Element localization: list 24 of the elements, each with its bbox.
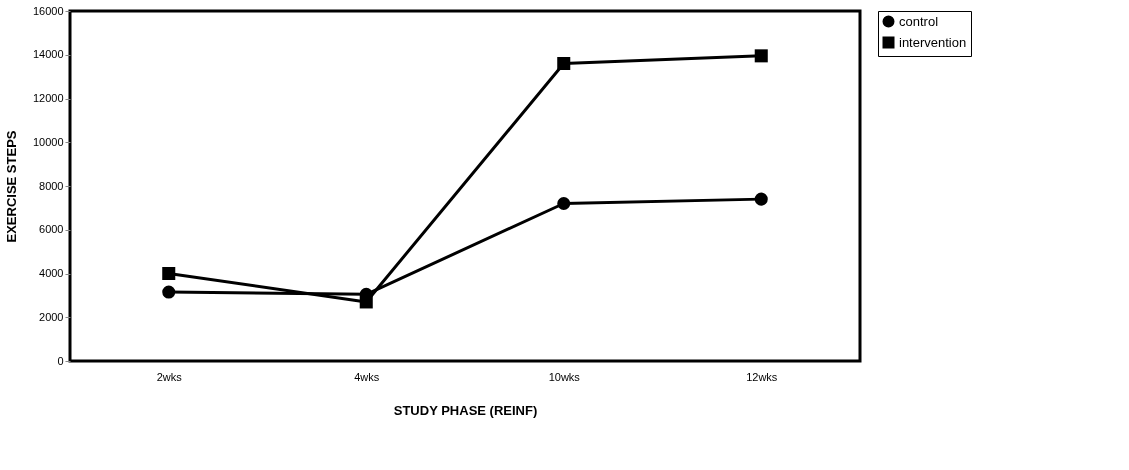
point (162, 266, 176, 281)
y-axis-title: EXERCISE STEPS (3, 130, 19, 243)
point (162, 285, 176, 299)
x-tick-label: 10wks (548, 370, 581, 383)
y-tick-label: 6000 (39, 223, 64, 236)
y-tick-label: 10000 (32, 135, 64, 148)
y-tick-label: 4000 (39, 267, 64, 279)
point (557, 56, 571, 71)
y-tick-label: 12000 (32, 92, 64, 104)
x-axis-title: STUDY PHASE (REINF) (393, 402, 538, 418)
legend-label: intervention (899, 34, 967, 50)
y-tick-label: 0 (57, 354, 64, 367)
y-tick-label: 14000 (32, 48, 64, 61)
x-tick-label: 2wks (156, 370, 183, 383)
y-tick-label: 16000 (32, 4, 64, 17)
y-tick-label: 2000 (39, 310, 64, 323)
point (754, 49, 768, 63)
point (754, 192, 768, 206)
y-tick-label: 8000 (39, 179, 64, 192)
x-tick-label: 12wks (746, 370, 778, 383)
point (557, 196, 571, 211)
x-tick-label: 4wks (354, 370, 380, 383)
point (359, 295, 373, 309)
legend-label: control (899, 13, 939, 29)
